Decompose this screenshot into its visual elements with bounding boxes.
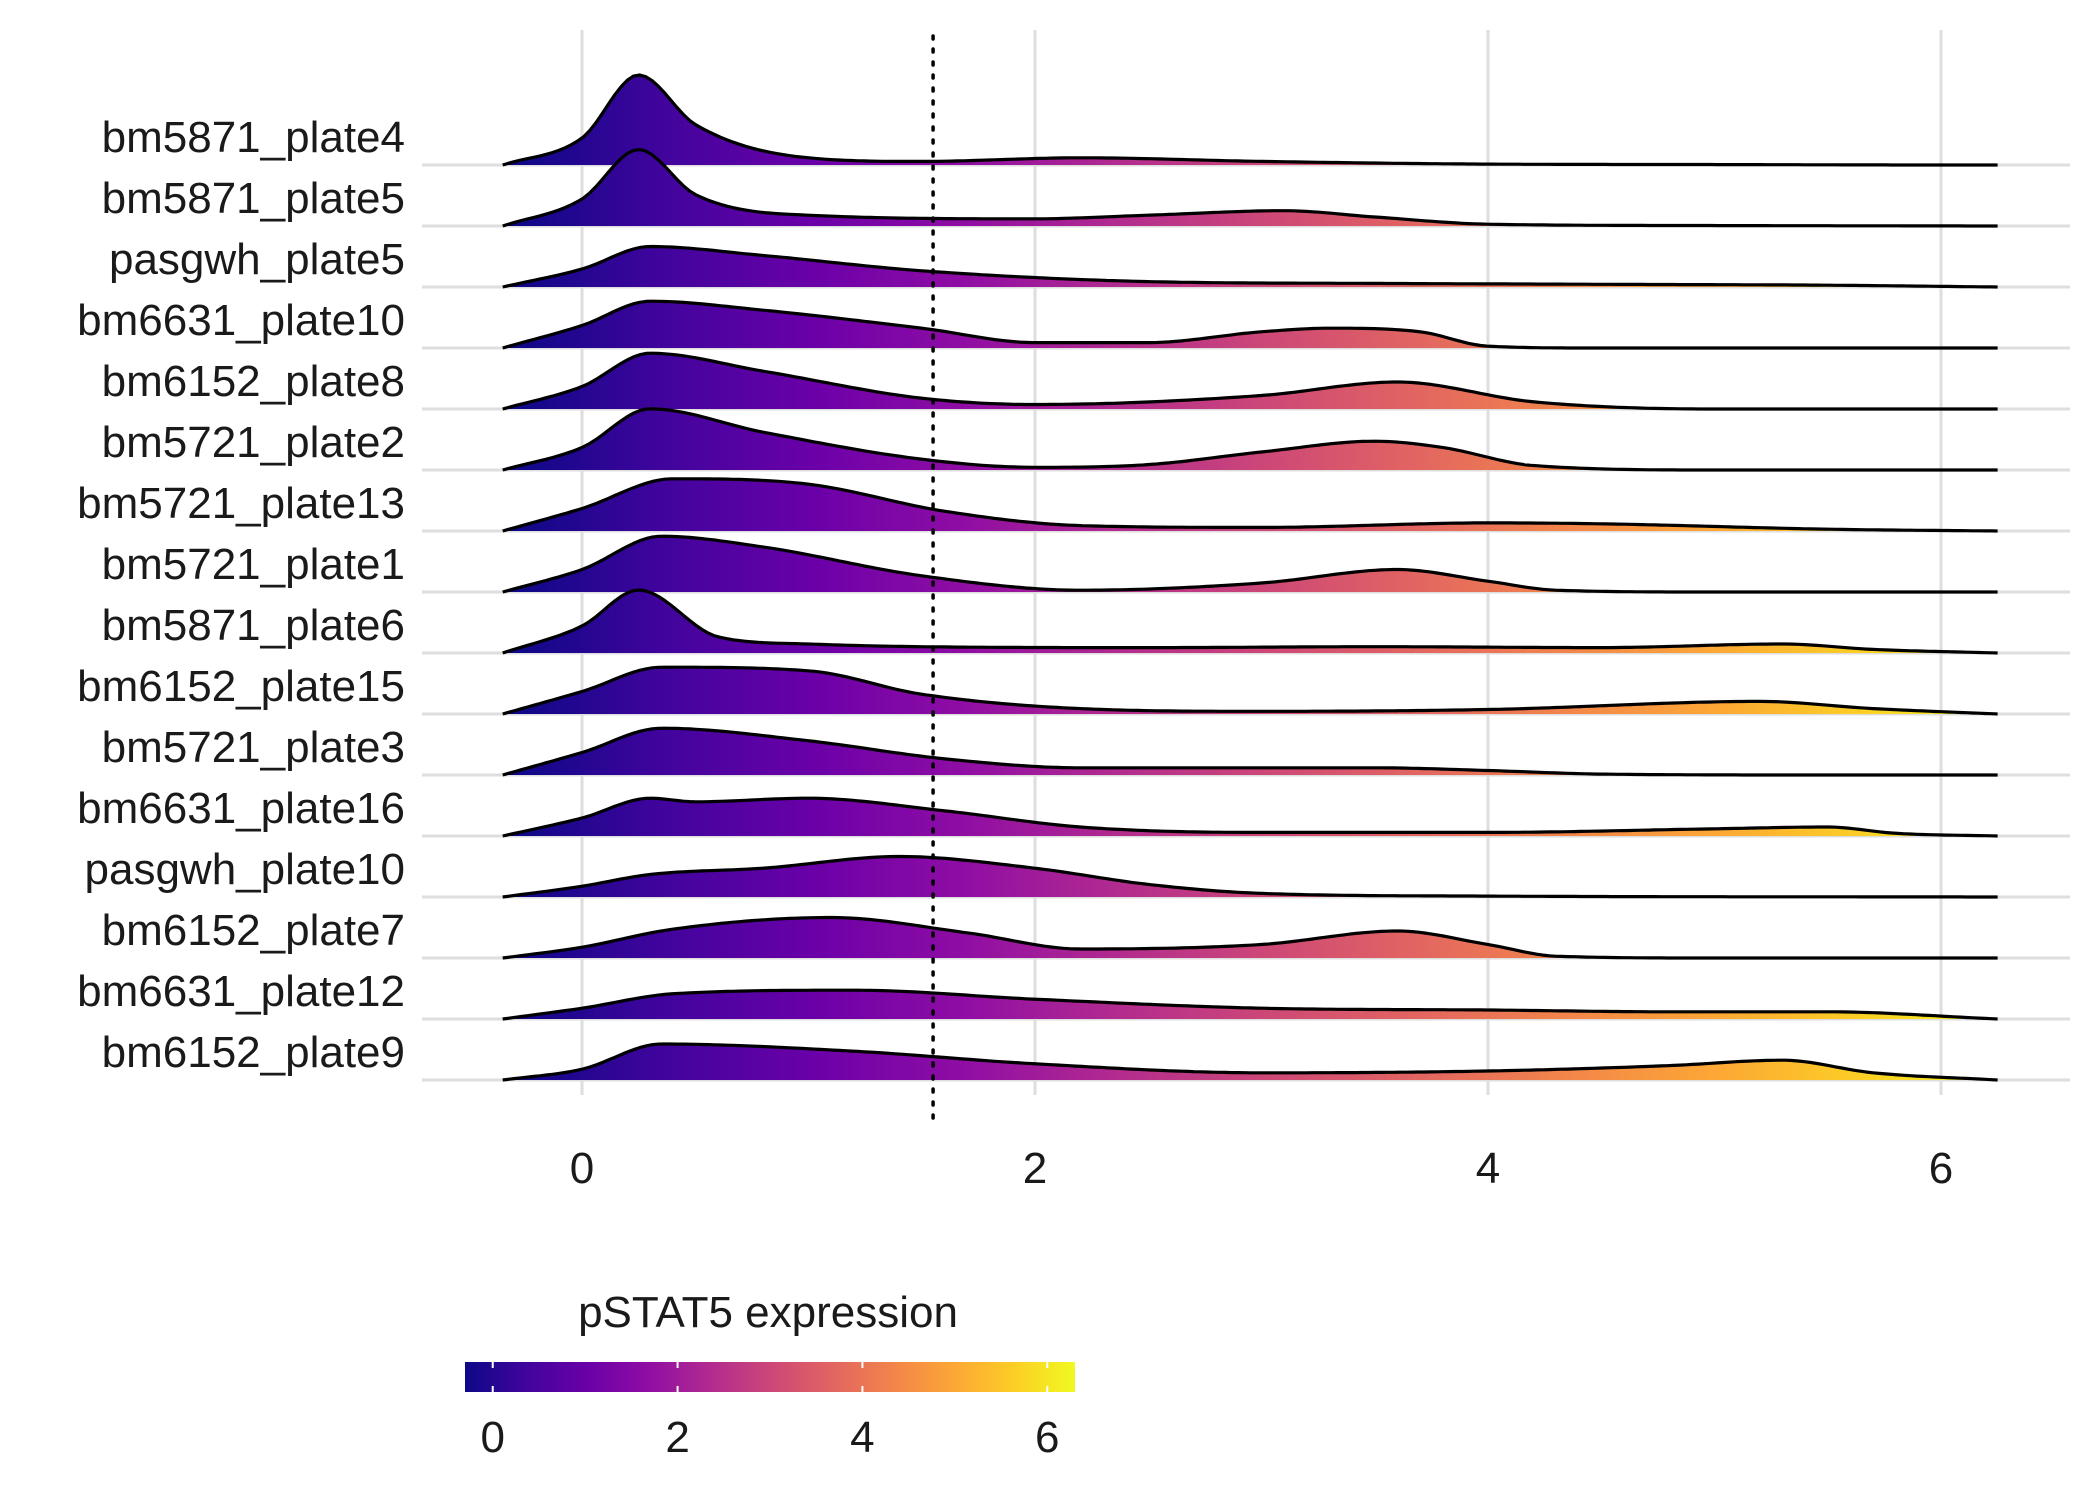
y-label-bm5721_plate2: bm5721_plate2 (102, 418, 405, 467)
y-label-bm5721_plate13: bm5721_plate13 (77, 479, 405, 528)
ridge-line-bm6152_plate15 (502, 665, 1998, 716)
legend-tick-2: 4 (850, 1413, 874, 1462)
ridge-area-bm6631_plate10 (502, 301, 1998, 348)
ridge-line-bm5721_plate1 (502, 534, 1998, 594)
legend-tick-0: 0 (480, 1413, 504, 1462)
ridge-line-bm5721_plate2 (502, 407, 1998, 472)
ridge-area-bm6152_plate8 (502, 353, 1998, 409)
ridge-area-bm6631_plate16 (502, 798, 1998, 836)
ridge-area-bm5721_plate2 (502, 408, 1998, 470)
y-label-bm5871_plate4: bm5871_plate4 (102, 113, 405, 162)
x-tick-2: 4 (1476, 1144, 1500, 1193)
legend: pSTAT5 expression 0 2 4 6 (465, 1288, 1075, 1462)
y-label-bm6631_plate10: bm6631_plate10 (77, 296, 405, 345)
x-axis-ticks: 0 2 4 6 (570, 1144, 1953, 1193)
y-label-bm6152_plate15: bm6152_plate15 (77, 662, 405, 711)
ridge-layer (502, 73, 1998, 1082)
ridge-line-bm6152_plate7 (502, 915, 1998, 960)
legend-colorbar (465, 1362, 1075, 1392)
ridge-line-bm6152_plate9 (502, 1042, 1998, 1082)
x-tick-0: 0 (570, 1144, 594, 1193)
ridge-line-bm5871_plate6 (502, 588, 1998, 655)
ridge-area-bm5871_plate4 (502, 75, 1998, 165)
y-label-bm5871_plate6: bm5871_plate6 (102, 601, 405, 650)
ridge-line-bm5721_plate13 (502, 477, 1998, 533)
ridge-area-bm5721_plate13 (502, 478, 1998, 531)
ridge-line-pasgwh_plate10 (502, 854, 1998, 899)
y-label-pasgwh_plate5: pasgwh_plate5 (109, 235, 405, 284)
ridge-area-bm5721_plate3 (502, 728, 1998, 775)
y-label-bm6631_plate12: bm6631_plate12 (77, 967, 405, 1016)
y-label-bm6152_plate9: bm6152_plate9 (102, 1028, 405, 1077)
ridge-area-bm6631_plate12 (502, 990, 1998, 1019)
ridge-area-bm6152_plate7 (502, 917, 1998, 958)
ridge-line-bm6631_plate10 (502, 299, 1998, 350)
ridge-line-pasgwh_plate5 (502, 244, 1998, 289)
ridge-line-bm5871_plate5 (502, 147, 1998, 228)
y-axis-labels: bm5871_plate4 bm5871_plate5 pasgwh_plate5b… (77, 113, 405, 1077)
ridge-area-bm6152_plate15 (502, 667, 1998, 714)
y-label-bm6152_plate8: bm6152_plate8 (102, 357, 405, 406)
x-tick-3: 6 (1929, 1144, 1953, 1193)
ridge-line-bm6152_plate8 (502, 351, 1998, 411)
y-label-bm6631_plate16: bm6631_plate16 (77, 784, 405, 833)
y-label-bm6152_plate7: bm6152_plate7 (102, 906, 405, 955)
ridge-line-bm5721_plate3 (502, 726, 1998, 777)
y-label-bm5721_plate3: bm5721_plate3 (102, 723, 405, 772)
y-label-bm5721_plate1: bm5721_plate1 (102, 540, 405, 589)
legend-tick-1: 2 (665, 1413, 689, 1462)
ridge-line-bm6631_plate16 (502, 796, 1998, 838)
ridge-area-bm5871_plate6 (502, 590, 1998, 653)
ridge-area-bm5721_plate1 (502, 536, 1998, 592)
ridge-area-pasgwh_plate10 (502, 856, 1998, 897)
legend-title: pSTAT5 expression (578, 1288, 958, 1337)
x-tick-1: 2 (1023, 1144, 1047, 1193)
ridge-line-bm6631_plate12 (502, 988, 1998, 1021)
y-label-bm5871_plate5: bm5871_plate5 (102, 174, 405, 223)
ridge-area-bm5871_plate5 (502, 149, 1998, 226)
y-label-pasgwh_plate10: pasgwh_plate10 (85, 845, 405, 894)
ridge-area-pasgwh_plate5 (502, 246, 1998, 287)
ridge-line-bm5871_plate4 (502, 73, 1998, 167)
ridge-area-bm6152_plate9 (502, 1044, 1998, 1080)
legend-tick-3: 6 (1035, 1413, 1059, 1462)
